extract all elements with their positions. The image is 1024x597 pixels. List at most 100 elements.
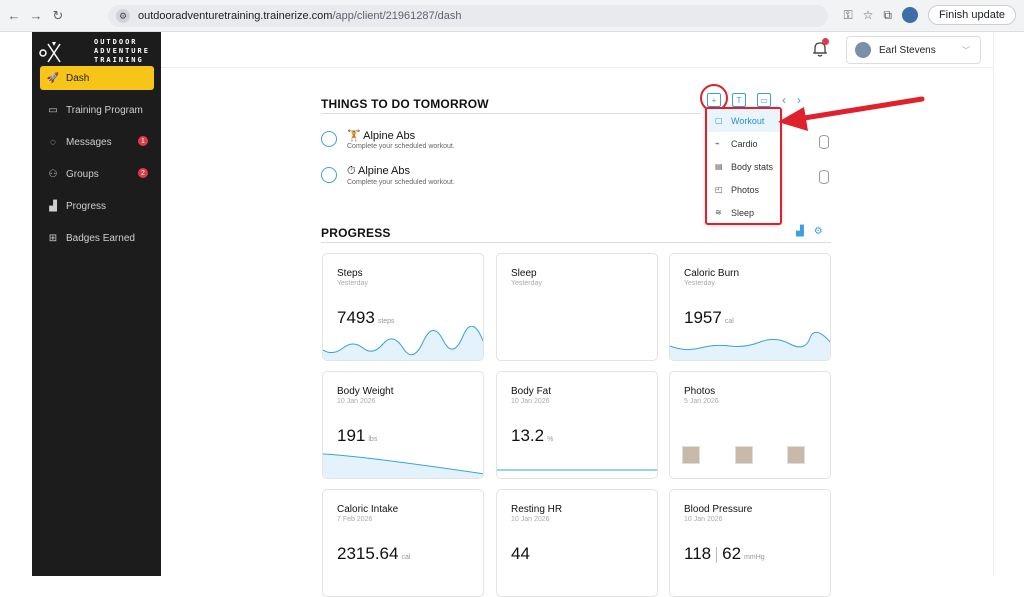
progress-card-caloric-intake[interactable]: Caloric Intake 7 Feb 2026 2315.64 cal (322, 489, 484, 597)
card-title: Photos (684, 386, 716, 397)
notification-dot (822, 38, 829, 45)
site-settings-icon[interactable]: ⚙ (116, 9, 130, 23)
photo-icon: ◰ (715, 185, 723, 194)
card-title: Sleep (511, 268, 537, 279)
card-value-number: 2315.64 (337, 544, 399, 563)
progress-card-blood-pressure[interactable]: Blood Pressure 10 Jan 2026 118 62 mmHg (669, 489, 831, 597)
url-domain: outdooradventuretraining.trainerize.com (138, 10, 333, 22)
sidebar-item-groups[interactable]: ⚇ Groups 2 (40, 162, 154, 186)
url-path: /app/client/21961287/dash (332, 10, 462, 22)
cylinder-icon[interactable] (819, 135, 829, 149)
progress-divider (321, 242, 831, 243)
sidebar-item-badges-earned[interactable]: ⊞ Badges Earned (40, 226, 154, 250)
logo[interactable]: OUTDOOR ADVENTURE TRAINING (38, 38, 158, 68)
card-title: Resting HR (511, 504, 563, 515)
progress-card-steps[interactable]: Steps Yesterday 7493 steps (322, 253, 484, 361)
card-value: 13.2% (511, 426, 553, 446)
progress-tools: ▟ ⚙ (796, 226, 823, 237)
card-subtitle: 10 Jan 2026 (337, 398, 376, 405)
reload-icon[interactable]: ↻ (52, 7, 64, 23)
chart-icon: ▟ (49, 200, 57, 212)
menu-item-body-stats[interactable]: ▤ Body stats (707, 155, 780, 178)
menu-item-photos[interactable]: ◰ Photos (707, 178, 780, 201)
browser-actions: ⚿ ☆ ⧉ Finish update (843, 5, 1016, 25)
card-subtitle: Yesterday (511, 280, 542, 287)
sidebar-item-label: Progress (66, 200, 107, 212)
progress-card-resting-hr[interactable]: Resting HR 10 Jan 2026 44 (496, 489, 658, 597)
menu-item-label: Body stats (731, 161, 774, 172)
card-title: Caloric Burn (684, 268, 740, 279)
systolic-value: 118 (684, 544, 712, 563)
sidebar-item-label: Dash (66, 72, 90, 84)
chevron-left-icon[interactable]: ‹ (782, 93, 786, 107)
task-item[interactable]: ⏱ Alpine Abs Complete your scheduled wor… (321, 165, 581, 195)
logo-line-1: OUTDOOR (94, 38, 138, 46)
progress-photo-thumbnail[interactable] (682, 446, 700, 464)
forward-icon[interactable]: → (29, 8, 43, 23)
groups-badge: 2 (138, 168, 148, 178)
finish-update-button[interactable]: Finish update (927, 5, 1016, 25)
add-menu-dropdown: ▢ Workout ⌁ Cardio ▤ Body stats ◰ Photos ≋ Sl… (705, 107, 782, 225)
sidebar-item-label: Groups (66, 168, 99, 180)
page-scrollbar-area[interactable] (993, 32, 1024, 576)
text-icon[interactable]: T (732, 93, 746, 107)
progress-photo-thumbnail[interactable] (735, 446, 753, 464)
cylinder-icon[interactable] (819, 170, 829, 184)
task-checkbox[interactable] (321, 167, 337, 183)
task-title: ⏱ Alpine Abs (347, 165, 410, 178)
chat-icon: ◌ (50, 136, 56, 148)
card-title: Body Fat (511, 386, 552, 397)
bookmark-star-icon[interactable]: ☆ (862, 8, 874, 22)
gear-icon[interactable]: ⚙ (813, 226, 823, 237)
scale-icon: ▤ (715, 162, 723, 171)
sidebar-item-progress[interactable]: ▟ Progress (40, 194, 154, 218)
chart-icon[interactable]: ▟ (796, 226, 804, 237)
menu-item-label: Cardio (731, 138, 758, 149)
menu-item-label: Photos (731, 184, 760, 195)
chevron-down-icon: ﹀ (962, 46, 970, 55)
card-title: Caloric Intake (337, 504, 399, 515)
sidebar-item-dash[interactable]: 🚀 Dash (40, 66, 154, 90)
progress-card-photos[interactable]: Photos 5 Jan 2026 (669, 371, 831, 479)
sidebar-nav: 🚀 Dash ▭ Training Program ◌ Messages 1 ⚇… (40, 66, 154, 258)
group-icon: ⚇ (48, 168, 58, 180)
chevron-right-icon[interactable]: › (797, 93, 801, 107)
progress-photo-thumbnail[interactable] (787, 446, 805, 464)
sidebar-item-label: Training Program (66, 104, 143, 116)
timer-icon: ⏱ (347, 165, 359, 177)
task-item[interactable]: 🏋 Alpine Abs Complete your scheduled wor… (321, 129, 581, 159)
profile-avatar[interactable] (901, 7, 918, 23)
bp-divider (716, 546, 718, 563)
card-subtitle: 10 Jan 2026 (511, 398, 550, 405)
menu-item-sleep[interactable]: ≋ Sleep (707, 201, 780, 224)
progress-card-caloric-burn[interactable]: Caloric Burn Yesterday 1957 cal (669, 253, 831, 361)
back-icon[interactable]: ← (7, 8, 21, 23)
card-value: 7493 steps (337, 308, 395, 328)
menu-item-cardio[interactable]: ⌁ Cardio (707, 132, 780, 155)
card-unit: cal (401, 554, 411, 561)
progress-card-sleep[interactable]: Sleep Yesterday (496, 253, 658, 361)
key-icon[interactable]: ⚿ (843, 7, 853, 22)
messages-badge: 1 (138, 136, 148, 146)
app-topbar: Earl Stevens ﹀ (161, 32, 993, 68)
bell-icon[interactable] (811, 40, 829, 58)
left-edge (0, 32, 32, 576)
progress-card-body-weight[interactable]: Body Weight 10 Jan 2026 191 lbs (322, 371, 484, 479)
progress-title: PROGRESS (321, 226, 391, 240)
extensions-icon[interactable]: ⧉ (883, 7, 892, 22)
rocket-icon: 🚀 (46, 72, 60, 84)
user-name: Earl Stevens (879, 44, 936, 56)
task-checkbox[interactable] (321, 131, 337, 147)
card-value: 191 lbs (337, 426, 377, 446)
card-unit: mmHg (744, 554, 765, 561)
card-value: 2315.64 cal (337, 544, 410, 564)
sidebar-item-training-program[interactable]: ▭ Training Program (40, 98, 154, 122)
card-value-number: 13.2 (511, 426, 545, 445)
progress-card-body-fat[interactable]: Body Fat 10 Jan 2026 13.2% (496, 371, 658, 479)
sidebar-item-messages[interactable]: ◌ Messages 1 (40, 130, 154, 154)
card-value-number: 44 (511, 544, 530, 563)
user-menu[interactable]: Earl Stevens ﹀ (846, 36, 981, 64)
menu-item-workout[interactable]: ▢ Workout (707, 109, 780, 132)
calendar-icon[interactable]: ▭ (757, 93, 771, 107)
address-bar[interactable]: ⚙ outdooradventuretraining.trainerize.co… (108, 5, 828, 27)
